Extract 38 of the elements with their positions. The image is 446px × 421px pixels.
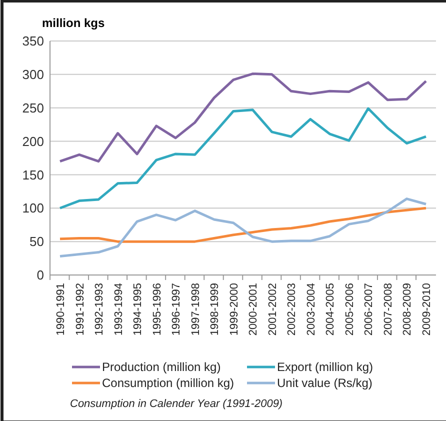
x-tick-label: 2002-2003: [286, 283, 298, 336]
x-tick-label: 2004-2005: [324, 283, 337, 336]
x-tick-label: 1994-1995: [132, 283, 144, 336]
x-tick-label: 2001-2002: [266, 283, 279, 336]
y-tick-label: 50: [30, 234, 44, 250]
line-series: [58, 206, 428, 243]
x-tick-label: 1990-1991: [55, 283, 67, 336]
x-tick-label: 2006-2007: [363, 283, 376, 336]
legend-label: Consumption (million kg): [102, 376, 234, 390]
line-series: [58, 198, 428, 258]
legend-label: Unit value (Rs/kg): [277, 376, 372, 390]
x-tick-label: 1999-2000: [228, 283, 240, 336]
x-tick-label: 1992-1993: [94, 283, 106, 336]
x-tick-label: 2005-2006: [344, 283, 356, 336]
y-tick-label: 150: [22, 167, 44, 182]
x-tick-label: 1998-1999: [209, 283, 222, 336]
x-tick-label: 2008-2009: [402, 283, 414, 336]
x-tick-label: 2003-2004: [305, 283, 318, 336]
x-tick-label: 2009-2010: [421, 283, 433, 336]
y-tick-label: 350: [22, 34, 44, 49]
x-tick-label: 1997-1998: [190, 283, 202, 336]
y-tick-label: 0: [36, 268, 44, 283]
x-tick-label: 1996-1997: [170, 283, 183, 336]
x-tick-label: 1993-1994: [112, 283, 125, 336]
x-tick-label: 2000-2001: [248, 283, 260, 336]
x-tick-label: 2007-2008: [382, 283, 394, 336]
legend-label: Export (million kg): [277, 360, 374, 374]
text: Consumption in Calender Year (1991-2009): [70, 398, 283, 410]
x-tick-label: 1991-1992: [74, 283, 86, 336]
y-axis-title: million kgs: [42, 16, 106, 30]
y-tick-label: 250: [22, 100, 44, 116]
legend-label: Production (million kg): [102, 360, 221, 374]
line-series: [58, 72, 428, 163]
x-tick-label: 1995-1996: [151, 283, 164, 336]
y-tick-label: 300: [22, 66, 44, 82]
line-series: [58, 107, 428, 210]
y-tick-label: 200: [22, 134, 44, 149]
y-tick-label: 100: [22, 200, 44, 216]
